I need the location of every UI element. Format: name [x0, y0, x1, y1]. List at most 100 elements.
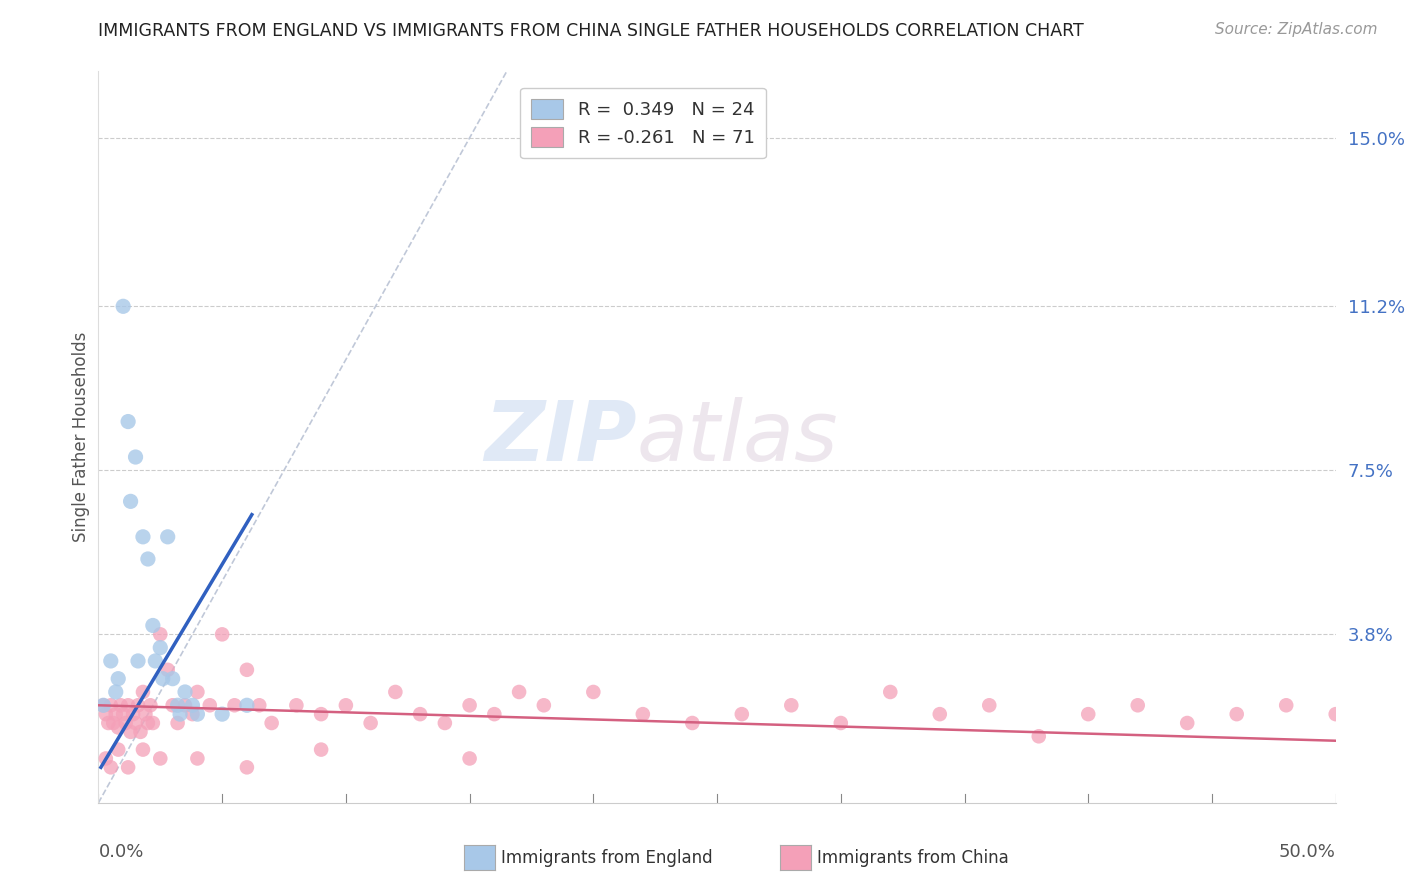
- Text: Immigrants from China: Immigrants from China: [817, 849, 1008, 867]
- Point: [112, 299, 135, 313]
- Point: [120, 494, 142, 508]
- Point: [100, 654, 122, 668]
- Point: [149, 627, 172, 641]
- Point: [260, 716, 283, 731]
- Point: [224, 698, 246, 713]
- Point: [152, 672, 174, 686]
- Point: [309, 742, 332, 756]
- Point: [117, 760, 139, 774]
- Point: [433, 716, 456, 731]
- Point: [582, 685, 605, 699]
- Y-axis label: Single Father Households: Single Father Households: [72, 332, 90, 542]
- Point: [100, 760, 122, 774]
- Point: [127, 698, 149, 713]
- Point: [120, 724, 142, 739]
- Point: [136, 716, 159, 731]
- Point: [94, 707, 117, 722]
- Point: [162, 672, 184, 686]
- Point: [93, 698, 115, 713]
- Point: [247, 698, 270, 713]
- Point: [132, 530, 155, 544]
- Point: [780, 698, 803, 713]
- Point: [112, 707, 135, 722]
- Point: [236, 760, 259, 774]
- Point: [124, 716, 146, 731]
- Point: [285, 698, 308, 713]
- Point: [174, 685, 197, 699]
- Text: atlas: atlas: [637, 397, 838, 477]
- Point: [110, 698, 132, 713]
- Point: [136, 552, 159, 566]
- Point: [1028, 729, 1050, 743]
- Point: [1324, 707, 1347, 722]
- Point: [166, 698, 188, 713]
- Point: [162, 698, 184, 713]
- Point: [186, 707, 208, 722]
- Text: Immigrants from England: Immigrants from England: [501, 849, 713, 867]
- Point: [384, 685, 406, 699]
- Point: [166, 716, 188, 731]
- Point: [132, 685, 155, 699]
- Point: [93, 698, 115, 713]
- Point: [156, 663, 179, 677]
- Point: [124, 450, 146, 464]
- Point: [122, 707, 145, 722]
- Point: [129, 724, 152, 739]
- Text: ZIP: ZIP: [484, 397, 637, 477]
- Point: [409, 707, 432, 722]
- Point: [100, 698, 122, 713]
- Point: [156, 530, 179, 544]
- Point: [211, 627, 233, 641]
- Point: [1226, 707, 1249, 722]
- Point: [107, 672, 129, 686]
- Point: [117, 698, 139, 713]
- Point: [236, 698, 259, 713]
- Legend: R =  0.349   N = 24, R = -0.261   N = 71: R = 0.349 N = 24, R = -0.261 N = 71: [520, 87, 765, 158]
- Point: [114, 716, 136, 731]
- Text: IMMIGRANTS FROM ENGLAND VS IMMIGRANTS FROM CHINA SINGLE FATHER HOUSEHOLDS CORREL: IMMIGRANTS FROM ENGLAND VS IMMIGRANTS FR…: [98, 22, 1084, 40]
- Point: [132, 742, 155, 756]
- Point: [879, 685, 901, 699]
- Point: [181, 707, 204, 722]
- Point: [104, 685, 127, 699]
- Point: [139, 698, 162, 713]
- Point: [979, 698, 1001, 713]
- Point: [1126, 698, 1149, 713]
- Point: [103, 716, 125, 731]
- Point: [1175, 716, 1198, 731]
- Point: [458, 751, 481, 765]
- Text: 50.0%: 50.0%: [1279, 843, 1336, 861]
- Point: [1077, 707, 1099, 722]
- Point: [681, 716, 703, 731]
- Point: [104, 707, 127, 722]
- Point: [149, 640, 172, 655]
- Point: [186, 751, 208, 765]
- Point: [97, 716, 120, 731]
- Point: [142, 716, 165, 731]
- Point: [117, 415, 139, 429]
- Point: [335, 698, 357, 713]
- Point: [309, 707, 332, 722]
- Point: [484, 707, 506, 722]
- Point: [174, 698, 197, 713]
- Point: [127, 654, 149, 668]
- Point: [211, 707, 233, 722]
- Point: [830, 716, 852, 731]
- Point: [928, 707, 950, 722]
- Point: [143, 654, 166, 668]
- Point: [360, 716, 382, 731]
- Point: [94, 751, 117, 765]
- Point: [198, 698, 221, 713]
- Point: [533, 698, 555, 713]
- Point: [1275, 698, 1298, 713]
- Text: Source: ZipAtlas.com: Source: ZipAtlas.com: [1215, 22, 1378, 37]
- Text: 0.0%: 0.0%: [98, 843, 143, 861]
- Point: [236, 663, 259, 677]
- Point: [107, 721, 129, 735]
- Point: [186, 685, 208, 699]
- Point: [458, 698, 481, 713]
- Point: [508, 685, 530, 699]
- Point: [731, 707, 754, 722]
- Point: [181, 698, 204, 713]
- Point: [107, 742, 129, 756]
